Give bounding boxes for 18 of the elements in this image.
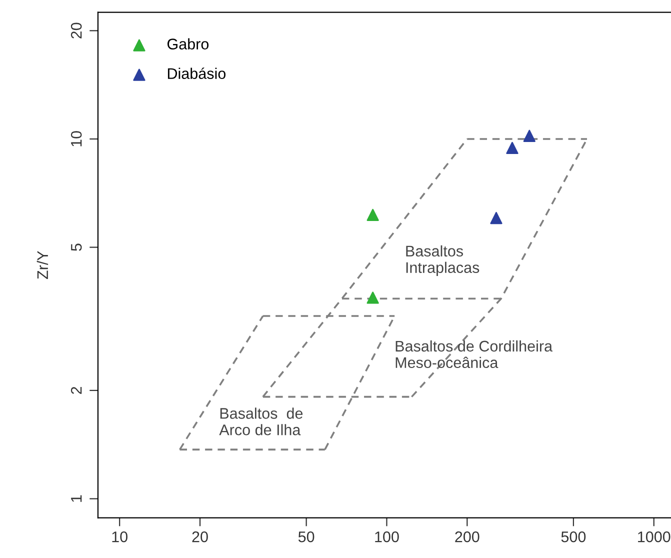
y-tick-label: 20 <box>70 22 82 38</box>
x-tick-label: 200 <box>455 531 480 542</box>
y-tick-label: 10 <box>70 131 82 146</box>
y-tick-label: 1 <box>71 495 82 502</box>
legend-label: Diabásio <box>168 68 226 79</box>
annotation: Basaltos de Arco de Ilha <box>219 408 303 436</box>
x-tick-label: 20 <box>192 531 208 542</box>
y-tick-label: 5 <box>71 244 82 251</box>
y-axis-title: Zr/Y <box>36 250 48 279</box>
x-tick-label: 10 <box>112 531 128 542</box>
y-tick-label: 2 <box>70 386 82 394</box>
x-tick-label: 500 <box>561 531 586 542</box>
x-tick-label: 100 <box>375 531 399 542</box>
annotation: Basaltos Intraplacas <box>406 245 480 276</box>
annotation: Basaltos de Cordilheira Meso-oceânica <box>396 340 553 368</box>
legend-label: Gabro <box>167 38 209 50</box>
x-tick-label: 1000 <box>638 531 670 542</box>
x-tick-label: 50 <box>298 531 314 542</box>
